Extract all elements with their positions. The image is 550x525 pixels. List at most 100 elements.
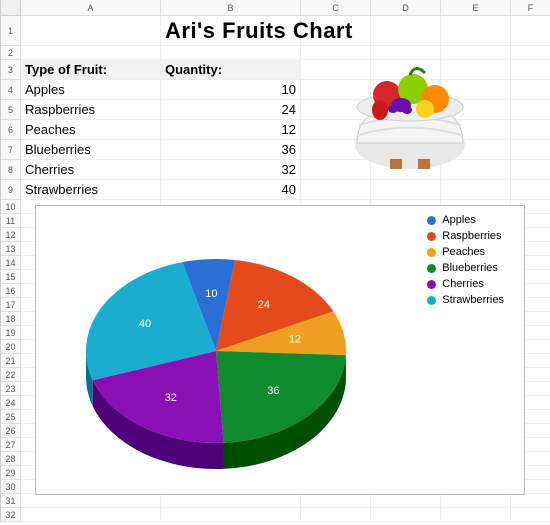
row-header-8[interactable]: 8 xyxy=(1,160,21,180)
cell-A7[interactable]: Blueberries xyxy=(21,140,161,160)
row-header-28[interactable]: 28 xyxy=(1,452,21,466)
row-header-3[interactable]: 3 xyxy=(1,60,21,80)
legend-label: Cherries xyxy=(442,278,484,290)
row-header-21[interactable]: 21 xyxy=(1,354,21,368)
row-header-31[interactable]: 31 xyxy=(1,494,21,508)
cell-F3[interactable] xyxy=(511,60,550,80)
col-header-F[interactable]: F xyxy=(511,0,550,16)
cell-A9[interactable]: Strawberries xyxy=(21,180,161,200)
cell-F32[interactable] xyxy=(511,508,550,522)
col-header-B[interactable]: B xyxy=(161,0,301,16)
slice-label: 24 xyxy=(258,299,270,311)
row-header-2[interactable]: 2 xyxy=(1,46,21,60)
cell-C31[interactable] xyxy=(301,494,371,508)
row-header-27[interactable]: 27 xyxy=(1,438,21,452)
cell-E31[interactable] xyxy=(441,494,511,508)
cell-F1[interactable] xyxy=(511,16,550,46)
cell-F9[interactable] xyxy=(511,180,550,200)
slice-label: 36 xyxy=(267,385,279,397)
row-header-32[interactable]: 32 xyxy=(1,508,21,522)
cell-A5[interactable]: Raspberries xyxy=(21,100,161,120)
cell-E1[interactable] xyxy=(441,16,511,46)
cell-A2[interactable] xyxy=(21,46,161,60)
row-header-26[interactable]: 26 xyxy=(1,424,21,438)
cell-B31[interactable] xyxy=(161,494,301,508)
cell-F6[interactable] xyxy=(511,120,550,140)
swatch-icon xyxy=(427,264,436,273)
pie-chart-container: ApplesRaspberriesPeachesBlueberriesCherr… xyxy=(35,205,525,495)
row-header-29[interactable]: 29 xyxy=(1,466,21,480)
row-header-17[interactable]: 17 xyxy=(1,298,21,312)
cell-A1[interactable] xyxy=(21,16,161,46)
cell-F31[interactable] xyxy=(511,494,550,508)
cell-F8[interactable] xyxy=(511,160,550,180)
col-header-D[interactable]: D xyxy=(371,0,441,16)
cell-B2[interactable] xyxy=(161,46,301,60)
cell-E32[interactable] xyxy=(441,508,511,522)
legend-label: Apples xyxy=(442,214,476,226)
cell-B8[interactable]: 32 xyxy=(161,160,301,180)
row-header-13[interactable]: 13 xyxy=(1,242,21,256)
cell-C1[interactable] xyxy=(301,16,371,46)
cell-C9[interactable] xyxy=(301,180,371,200)
cell-B3[interactable]: Quantity: xyxy=(161,60,301,80)
cell-F4[interactable] xyxy=(511,80,550,100)
grid-corner xyxy=(1,0,21,16)
cell-A32[interactable] xyxy=(21,508,161,522)
row-header-7[interactable]: 7 xyxy=(1,140,21,160)
swatch-icon xyxy=(427,280,436,289)
row-header-1[interactable]: 1 xyxy=(1,16,21,46)
cell-B5[interactable]: 24 xyxy=(161,100,301,120)
cell-B32[interactable] xyxy=(161,508,301,522)
cell-A3[interactable]: Type of Fruit: xyxy=(21,60,161,80)
row-header-24[interactable]: 24 xyxy=(1,396,21,410)
row-header-9[interactable]: 9 xyxy=(1,180,21,200)
row-header-19[interactable]: 19 xyxy=(1,326,21,340)
cell-B7[interactable]: 36 xyxy=(161,140,301,160)
cell-A8[interactable]: Cherries xyxy=(21,160,161,180)
legend-label: Strawberries xyxy=(442,294,504,306)
row-header-14[interactable]: 14 xyxy=(1,256,21,270)
cell-B1[interactable]: Ari's Fruits Chart xyxy=(161,16,301,46)
legend-label: Raspberries xyxy=(442,230,501,242)
row-header-22[interactable]: 22 xyxy=(1,368,21,382)
slice-label: 32 xyxy=(165,392,177,404)
cell-A31[interactable] xyxy=(21,494,161,508)
row-header-6[interactable]: 6 xyxy=(1,120,21,140)
row-header-30[interactable]: 30 xyxy=(1,480,21,494)
col-header-A[interactable]: A xyxy=(21,0,161,16)
row-header-11[interactable]: 11 xyxy=(1,214,21,228)
cell-B9[interactable]: 40 xyxy=(161,180,301,200)
cell-B6[interactable]: 12 xyxy=(161,120,301,140)
cell-F7[interactable] xyxy=(511,140,550,160)
row-header-5[interactable]: 5 xyxy=(1,100,21,120)
cell-D32[interactable] xyxy=(371,508,441,522)
legend-label: Blueberries xyxy=(442,262,498,274)
row-header-18[interactable]: 18 xyxy=(1,312,21,326)
cell-F2[interactable] xyxy=(511,46,550,60)
legend-item-cherries: Cherries xyxy=(427,278,504,290)
cell-A6[interactable]: Peaches xyxy=(21,120,161,140)
slice-label: 10 xyxy=(205,288,217,300)
legend-item-blueberries: Blueberries xyxy=(427,262,504,274)
cell-D1[interactable] xyxy=(371,16,441,46)
row-header-20[interactable]: 20 xyxy=(1,340,21,354)
fruit-basket-image xyxy=(335,55,485,175)
cell-C32[interactable] xyxy=(301,508,371,522)
row-header-16[interactable]: 16 xyxy=(1,284,21,298)
cell-D31[interactable] xyxy=(371,494,441,508)
col-header-C[interactable]: C xyxy=(301,0,371,16)
legend-item-strawberries: Strawberries xyxy=(427,294,504,306)
row-header-15[interactable]: 15 xyxy=(1,270,21,284)
row-header-12[interactable]: 12 xyxy=(1,228,21,242)
col-header-E[interactable]: E xyxy=(441,0,511,16)
cell-E9[interactable] xyxy=(441,180,511,200)
cell-F5[interactable] xyxy=(511,100,550,120)
row-header-10[interactable]: 10 xyxy=(1,200,21,214)
row-header-25[interactable]: 25 xyxy=(1,410,21,424)
row-header-4[interactable]: 4 xyxy=(1,80,21,100)
cell-D9[interactable] xyxy=(371,180,441,200)
cell-B4[interactable]: 10 xyxy=(161,80,301,100)
cell-A4[interactable]: Apples xyxy=(21,80,161,100)
row-header-23[interactable]: 23 xyxy=(1,382,21,396)
